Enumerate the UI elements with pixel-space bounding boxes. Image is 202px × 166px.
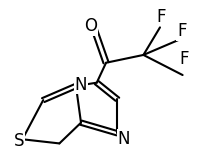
Text: F: F [157,8,166,26]
Text: O: O [84,17,97,35]
Text: N: N [75,76,87,94]
Text: F: F [179,50,189,68]
Text: S: S [14,132,24,150]
Text: N: N [118,130,130,148]
Text: F: F [177,22,187,40]
